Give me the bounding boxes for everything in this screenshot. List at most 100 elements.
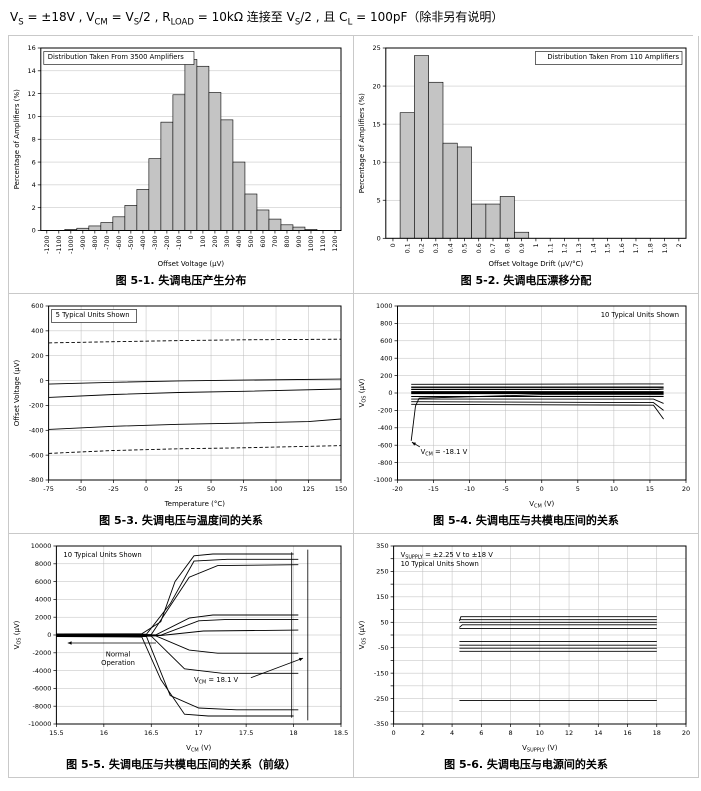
figure-5-3: -800 -600 -400 -200 0 200 400 600 -75 -50 -25 0 25 50… [9, 294, 354, 535]
svg-text:Normal: Normal [106, 651, 131, 659]
svg-text:-4000: -4000 [33, 667, 52, 675]
figure-5-4-caption: 图 5-4. 失调电压与共模电压间的关系 [433, 514, 619, 528]
svg-text:10: 10 [536, 729, 544, 737]
svg-text:VSUPPLY = ±2.25 V to ±18 V: VSUPPLY = ±2.25 V to ±18 V [401, 551, 494, 560]
svg-text:Temperature (°C): Temperature (°C) [164, 500, 226, 508]
svg-text:500: 500 [248, 236, 255, 248]
offset-vs-vcm-chart: -1000-800-600-400-20002004006008001000-2… [358, 303, 690, 510]
svg-text:25: 25 [174, 485, 182, 493]
figure-5-2: 0 5 10 15 20 25 0 0.1 0.2 0.3 0.4 0.5 0.6 0.7 0.8 0.9 1 1… [354, 36, 699, 295]
svg-text:16: 16 [28, 45, 36, 53]
svg-text:-900: -900 [80, 236, 87, 250]
svg-text:14: 14 [594, 729, 602, 737]
test-conditions: VS = ±18V , VCM = VS/2 , RLOAD = 10kΩ 连接… [10, 10, 504, 28]
svg-text:10000: 10000 [31, 543, 52, 551]
svg-text:-200: -200 [378, 407, 393, 415]
svg-text:-100: -100 [176, 236, 183, 250]
svg-text:400: 400 [31, 327, 43, 335]
svg-text:0: 0 [144, 485, 148, 493]
svg-text:-250: -250 [374, 695, 389, 703]
offset-voltage-drift-chart: 0 5 10 15 20 25 0 0.1 0.2 0.3 0.4 0.5 0.6 0.7 0.8 0.9 1 1… [358, 45, 687, 268]
svg-text:Offset Voltage (μV): Offset Voltage (μV) [158, 260, 225, 268]
svg-text:0.6: 0.6 [476, 244, 483, 254]
svg-text:16: 16 [100, 729, 108, 737]
svg-text:-50: -50 [378, 644, 389, 652]
svg-text:-800: -800 [92, 236, 99, 250]
figure-5-6: -350 -250 -150 -50 50 150 250 350 0 2 4 6 8 10 12 14 16 1… [354, 534, 699, 779]
svg-text:-50: -50 [76, 485, 87, 493]
svg-text:600: 600 [260, 236, 267, 248]
svg-text:1.5: 1.5 [605, 244, 612, 254]
svg-text:-150: -150 [374, 670, 389, 678]
svg-text:16: 16 [623, 729, 631, 737]
svg-text:125: 125 [302, 485, 314, 493]
svg-text:0: 0 [47, 632, 51, 640]
svg-text:200: 200 [31, 352, 43, 360]
figure-5-5-caption: 图 5-5. 失调电压与共模电压间的关系（前级） [66, 758, 296, 772]
svg-text:6000: 6000 [35, 578, 52, 586]
svg-text:1: 1 [533, 244, 540, 248]
svg-text:0.8: 0.8 [505, 244, 512, 254]
svg-text:-200: -200 [164, 236, 171, 250]
svg-text:75: 75 [239, 485, 247, 493]
svg-text:-6000: -6000 [33, 685, 52, 693]
svg-text:0: 0 [32, 227, 36, 235]
svg-text:100: 100 [200, 236, 207, 248]
svg-text:-10: -10 [464, 485, 475, 493]
svg-text:2: 2 [421, 729, 425, 737]
svg-text:5 Typical Units Shown: 5 Typical Units Shown [56, 311, 130, 319]
svg-text:VCM = 18.1 V: VCM = 18.1 V [194, 677, 239, 686]
svg-text:VCM (V): VCM (V) [186, 744, 211, 754]
svg-text:25: 25 [373, 45, 381, 53]
svg-text:-400: -400 [140, 236, 147, 250]
svg-text:1000: 1000 [376, 303, 393, 311]
svg-text:150: 150 [335, 485, 347, 493]
svg-text:0.2: 0.2 [419, 244, 426, 254]
svg-text:-350: -350 [374, 721, 389, 729]
svg-text:-1000: -1000 [374, 477, 393, 485]
offset-vs-temperature-chart: -800 -600 -400 -200 0 200 400 600 -75 -50 -25 0 25 50… [13, 303, 347, 509]
svg-text:5: 5 [377, 197, 381, 205]
svg-text:-5: -5 [502, 485, 508, 493]
svg-text:6: 6 [479, 729, 483, 737]
svg-text:-8000: -8000 [33, 703, 52, 711]
svg-text:8000: 8000 [35, 560, 52, 568]
offset-vs-vcm-frontend-chart: -10000 -8000 -6000 -4000 -2000 0 2000 4000 6000 8… [13, 543, 348, 754]
svg-text:-1100: -1100 [56, 236, 63, 254]
svg-text:0.1: 0.1 [404, 244, 411, 254]
figure-5-2-caption: 图 5-2. 失调电压漂移分配 [460, 274, 592, 288]
svg-text:800: 800 [284, 236, 291, 248]
svg-text:400: 400 [380, 355, 392, 363]
svg-text:10 Typical Units Shown: 10 Typical Units Shown [601, 311, 679, 319]
svg-text:1.2: 1.2 [562, 244, 569, 254]
svg-text:-200: -200 [29, 402, 44, 410]
svg-text:2: 2 [676, 244, 683, 248]
svg-text:350: 350 [376, 543, 388, 551]
svg-text:15: 15 [373, 121, 381, 129]
svg-text:10: 10 [610, 485, 618, 493]
svg-text:300: 300 [224, 236, 231, 248]
svg-text:VCM (V): VCM (V) [529, 500, 554, 510]
svg-text:1200: 1200 [332, 236, 339, 252]
svg-text:18.5: 18.5 [334, 729, 348, 737]
svg-text:-15: -15 [428, 485, 439, 493]
svg-text:VOS (μV): VOS (μV) [358, 379, 368, 408]
svg-text:8: 8 [32, 136, 36, 144]
svg-text:18: 18 [653, 729, 661, 737]
svg-text:Offset Voltage Drift (μV/°C): Offset Voltage Drift (μV/°C) [489, 260, 584, 268]
figure-5-1-caption: 图 5-1. 失调电压产生分布 [115, 274, 247, 288]
offset-vs-supply-chart: -350 -250 -150 -50 50 150 250 350 0 2 4 6 8 10 12 14 16 1… [358, 543, 690, 754]
figure-5-6-caption: 图 5-6. 失调电压与电源间的关系 [444, 758, 608, 772]
svg-text:900: 900 [296, 236, 303, 248]
svg-text:0: 0 [390, 244, 397, 248]
svg-text:1.7: 1.7 [633, 244, 640, 254]
svg-text:200: 200 [380, 372, 392, 380]
svg-text:1.8: 1.8 [648, 244, 655, 254]
svg-text:-2000: -2000 [33, 649, 52, 657]
svg-text:200: 200 [212, 236, 219, 248]
svg-text:250: 250 [376, 568, 388, 576]
svg-text:600: 600 [380, 337, 392, 345]
svg-text:20: 20 [373, 83, 381, 91]
svg-text:0: 0 [188, 236, 195, 240]
